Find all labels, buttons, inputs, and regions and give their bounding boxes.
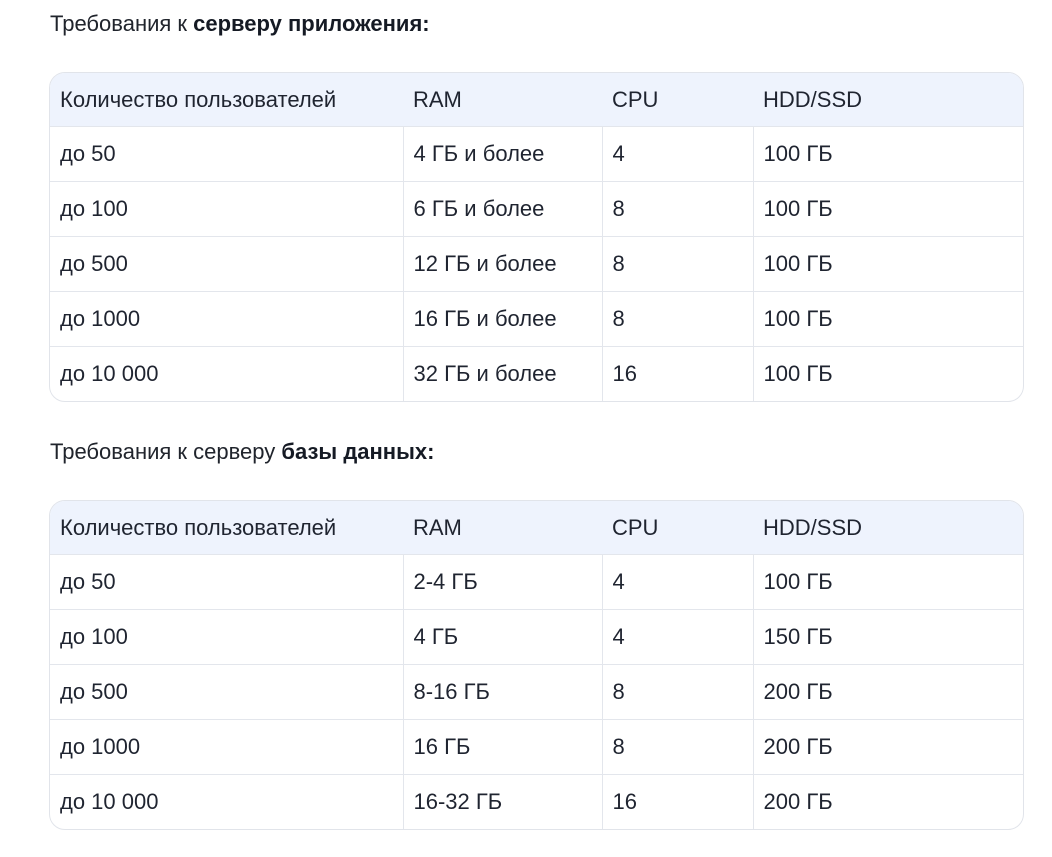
table-row: до 500 8-16 ГБ 8 200 ГБ (50, 664, 1023, 720)
cell-cpu: 16 (601, 346, 753, 401)
db-server-heading: Требования к серверу базы данных: (50, 438, 434, 466)
header-storage: HDD/SSD (753, 73, 1023, 127)
cell-users: до 10 000 (50, 346, 403, 401)
app-server-heading-bold: серверу приложения: (193, 11, 430, 36)
table-row: до 10 000 16-32 ГБ 16 200 ГБ (50, 774, 1023, 829)
cell-cpu: 8 (601, 719, 753, 775)
header-users: Количество пользователей (50, 501, 403, 555)
cell-cpu: 4 (601, 126, 753, 182)
cell-cpu: 8 (601, 664, 753, 720)
header-storage: HDD/SSD (753, 501, 1023, 555)
app-server-heading-prefix: Требования к (50, 11, 194, 36)
cell-cpu: 8 (601, 236, 753, 292)
cell-users: до 100 (50, 609, 403, 665)
cell-storage: 100 ГБ (752, 236, 1023, 292)
cell-users: до 500 (50, 236, 403, 292)
cell-users: до 50 (50, 126, 403, 182)
cell-cpu: 4 (601, 554, 753, 610)
cell-storage: 200 ГБ (752, 719, 1023, 775)
cell-storage: 150 ГБ (752, 609, 1023, 665)
cell-cpu: 8 (601, 181, 753, 237)
cell-storage: 100 ГБ (752, 181, 1023, 237)
cell-storage: 100 ГБ (752, 554, 1023, 610)
cell-users: до 1000 (50, 291, 403, 347)
cell-cpu: 16 (601, 774, 753, 829)
table-row: до 10 000 32 ГБ и более 16 100 ГБ (50, 346, 1023, 401)
cell-cpu: 4 (601, 609, 753, 665)
cell-ram: 4 ГБ (402, 609, 602, 665)
cell-ram: 16 ГБ и более (402, 291, 602, 347)
table-row: до 500 12 ГБ и более 8 100 ГБ (50, 236, 1023, 292)
table-row: до 100 6 ГБ и более 8 100 ГБ (50, 181, 1023, 237)
cell-storage: 200 ГБ (752, 774, 1023, 829)
table-header-row: Количество пользователей RAM CPU HDD/SSD (50, 73, 1023, 127)
table-row: до 100 4 ГБ 4 150 ГБ (50, 609, 1023, 665)
db-server-heading-prefix: Требования к серверу (50, 439, 282, 464)
cell-ram: 32 ГБ и более (402, 346, 602, 401)
header-users: Количество пользователей (50, 73, 403, 127)
cell-ram: 8-16 ГБ (402, 664, 602, 720)
app-server-heading: Требования к серверу приложения: (50, 10, 430, 38)
cell-cpu: 8 (601, 291, 753, 347)
db-server-requirements-table: Количество пользователей RAM CPU HDD/SSD… (49, 500, 1024, 830)
table-header-row: Количество пользователей RAM CPU HDD/SSD (50, 501, 1023, 555)
cell-ram: 12 ГБ и более (402, 236, 602, 292)
header-cpu: CPU (602, 73, 753, 127)
cell-users: до 100 (50, 181, 403, 237)
app-server-requirements-table: Количество пользователей RAM CPU HDD/SSD… (49, 72, 1024, 402)
cell-ram: 4 ГБ и более (402, 126, 602, 182)
table-row: до 50 4 ГБ и более 4 100 ГБ (50, 126, 1023, 182)
cell-ram: 2-4 ГБ (402, 554, 602, 610)
db-server-heading-bold: базы данных: (281, 439, 435, 464)
cell-users: до 10 000 (50, 774, 403, 829)
cell-storage: 100 ГБ (752, 291, 1023, 347)
cell-users: до 1000 (50, 719, 403, 775)
cell-users: до 50 (50, 554, 403, 610)
cell-storage: 200 ГБ (752, 664, 1023, 720)
cell-storage: 100 ГБ (752, 126, 1023, 182)
cell-storage: 100 ГБ (752, 346, 1023, 401)
cell-ram: 6 ГБ и более (402, 181, 602, 237)
header-ram: RAM (403, 73, 602, 127)
header-cpu: CPU (602, 501, 753, 555)
cell-ram: 16-32 ГБ (402, 774, 602, 829)
table-row: до 1000 16 ГБ и более 8 100 ГБ (50, 291, 1023, 347)
table-row: до 50 2-4 ГБ 4 100 ГБ (50, 554, 1023, 610)
header-ram: RAM (403, 501, 602, 555)
cell-users: до 500 (50, 664, 403, 720)
table-row: до 1000 16 ГБ 8 200 ГБ (50, 719, 1023, 775)
cell-ram: 16 ГБ (402, 719, 602, 775)
